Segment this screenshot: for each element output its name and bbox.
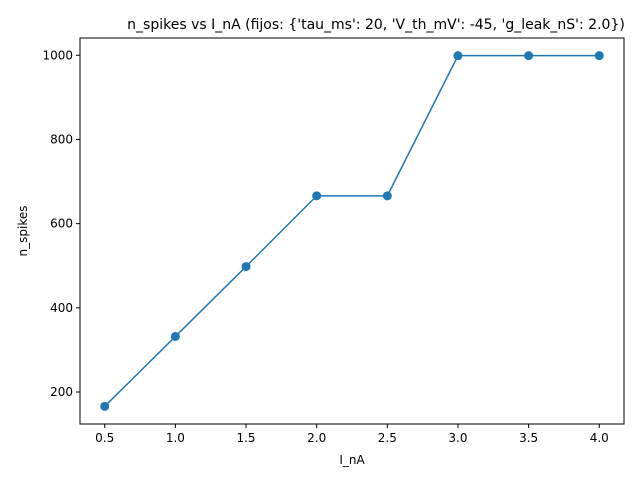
- data-point: [312, 191, 322, 201]
- y-axis: 200 400 600 800 1000: [42, 48, 80, 399]
- x-tick-label: 2.5: [378, 431, 397, 445]
- x-tick-label: 3.5: [519, 431, 538, 445]
- x-axis-label: I_nA: [339, 453, 365, 467]
- plot-area: [79, 37, 625, 425]
- x-tick-label: 1.5: [236, 431, 255, 445]
- y-tick-label: 800: [50, 132, 73, 146]
- data-point: [170, 331, 180, 341]
- axes-frame: [79, 37, 625, 425]
- data-point: [453, 51, 463, 61]
- data-point: [594, 51, 604, 61]
- y-tick-label: 200: [50, 385, 73, 399]
- chart-title: n_spikes vs I_nA (fijos: {'tau_ms': 20, …: [127, 17, 625, 33]
- data-point: [241, 262, 251, 272]
- x-tick-label: 3.0: [448, 431, 467, 445]
- data-point: [382, 191, 392, 201]
- series-layer: [100, 51, 604, 411]
- x-tick-label: 2.0: [307, 431, 326, 445]
- x-axis: 0.5 1.0 1.5 2.0 2.5 3.0 3.5 4.0: [95, 424, 609, 445]
- x-tick-label: 4.0: [590, 431, 609, 445]
- y-tick-label: 400: [50, 301, 73, 315]
- x-tick-label: 0.5: [95, 431, 114, 445]
- data-point: [100, 401, 110, 411]
- data-point: [524, 51, 534, 61]
- series-line: [104, 54, 600, 407]
- y-tick-label: 1000: [42, 48, 73, 62]
- y-axis-label: n_spikes: [16, 206, 30, 257]
- x-tick-label: 1.0: [166, 431, 185, 445]
- y-tick-label: 600: [50, 217, 73, 231]
